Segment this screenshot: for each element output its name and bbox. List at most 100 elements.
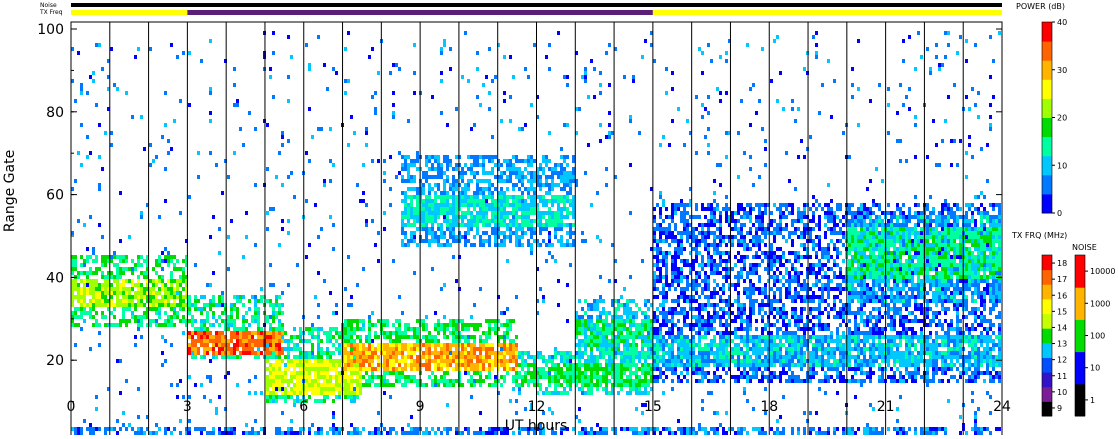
echo-cell <box>161 363 164 367</box>
echo-cell <box>506 331 509 335</box>
echo-cell <box>131 283 134 287</box>
echo-cell <box>134 431 137 435</box>
echo-cell <box>365 339 368 343</box>
echo-cell <box>494 199 497 203</box>
echo-cell <box>674 299 677 303</box>
echo-cell <box>260 427 263 431</box>
echo-cell <box>503 191 506 195</box>
echo-cell <box>113 303 116 307</box>
echo-cell <box>410 379 413 383</box>
echo-cell <box>266 299 269 303</box>
echo-cell <box>464 215 467 219</box>
echo-cell <box>551 375 554 379</box>
echo-cell <box>476 195 479 199</box>
echo-cell <box>209 111 212 115</box>
echo-cell <box>602 431 605 435</box>
echo-cell <box>299 355 302 359</box>
echo-cell <box>122 287 125 291</box>
echo-cell <box>470 179 473 183</box>
echo-cell <box>218 251 221 255</box>
echo-cell <box>86 255 89 259</box>
echo-cell <box>548 167 551 171</box>
echo-cell <box>554 351 557 355</box>
echo-cell <box>476 215 479 219</box>
echo-cell <box>662 231 665 235</box>
echo-cell <box>515 199 518 203</box>
echo-cell <box>398 363 401 367</box>
echo-cell <box>281 351 284 355</box>
echo-cell <box>401 219 404 223</box>
echo-cell <box>620 351 623 355</box>
echo-cell <box>677 207 680 211</box>
echo-cell <box>98 43 101 47</box>
echo-cell <box>410 215 413 219</box>
echo-cell <box>608 363 611 367</box>
echo-cell <box>170 291 173 295</box>
echo-cell <box>590 323 593 327</box>
echo-cell <box>521 355 524 359</box>
echo-cell <box>368 55 371 59</box>
echo-cell <box>470 199 473 203</box>
echo-cell <box>347 367 350 371</box>
echo-cell <box>347 387 350 391</box>
echo-cell <box>134 303 137 307</box>
echo-cell <box>422 239 425 243</box>
echo-cell <box>671 371 674 375</box>
echo-cell <box>473 175 476 179</box>
echo-cell <box>422 343 425 347</box>
echo-cell <box>446 179 449 183</box>
echo-cell <box>500 203 503 207</box>
echo-cell <box>623 351 626 355</box>
echo-cell <box>449 67 452 71</box>
echo-cell <box>77 51 80 55</box>
echo-cell <box>464 231 467 235</box>
echo-cell <box>467 239 470 243</box>
echo-cell <box>194 383 197 387</box>
echo-cell <box>212 299 215 303</box>
echo-cell <box>173 291 176 295</box>
echo-cell <box>329 291 332 295</box>
echo-cell <box>98 267 101 271</box>
echo-cell <box>371 371 374 375</box>
echo-cell <box>626 331 629 335</box>
echo-cell <box>599 383 602 387</box>
echo-cell <box>179 279 182 283</box>
echo-cell <box>98 187 101 191</box>
echo-cell <box>686 315 689 319</box>
echo-cell <box>425 219 428 223</box>
echo-cell <box>449 203 452 207</box>
echo-cell <box>611 331 614 335</box>
echo-cell <box>275 359 278 363</box>
echo-cell <box>425 355 428 359</box>
echo-cell <box>656 227 659 231</box>
echo-cell <box>227 319 230 323</box>
echo-cell <box>656 331 659 335</box>
echo-cell <box>113 83 116 87</box>
echo-cell <box>101 263 104 267</box>
echo-cell <box>80 315 83 319</box>
echo-cell <box>572 179 575 183</box>
echo-cell <box>404 355 407 359</box>
echo-cell <box>527 351 530 355</box>
echo-cell <box>410 175 413 179</box>
echo-cell <box>422 175 425 179</box>
echo-cell <box>620 315 623 319</box>
echo-cell <box>626 299 629 303</box>
echo-cell <box>350 323 353 327</box>
echo-cell <box>590 375 593 379</box>
echo-cell <box>671 231 674 235</box>
echo-cell <box>602 335 605 339</box>
echo-cell <box>161 259 164 263</box>
echo-cell <box>668 319 671 323</box>
echo-cell <box>278 387 281 391</box>
echo-cell <box>494 211 497 215</box>
echo-cell <box>326 355 329 359</box>
echo-cell <box>308 331 311 335</box>
echo-cell <box>272 283 275 287</box>
echo-cell <box>659 239 662 243</box>
echo-cell <box>683 143 686 147</box>
echo-cell <box>548 131 551 135</box>
echo-cell <box>350 423 353 427</box>
echo-cell <box>608 327 611 331</box>
echo-cell <box>488 191 491 195</box>
